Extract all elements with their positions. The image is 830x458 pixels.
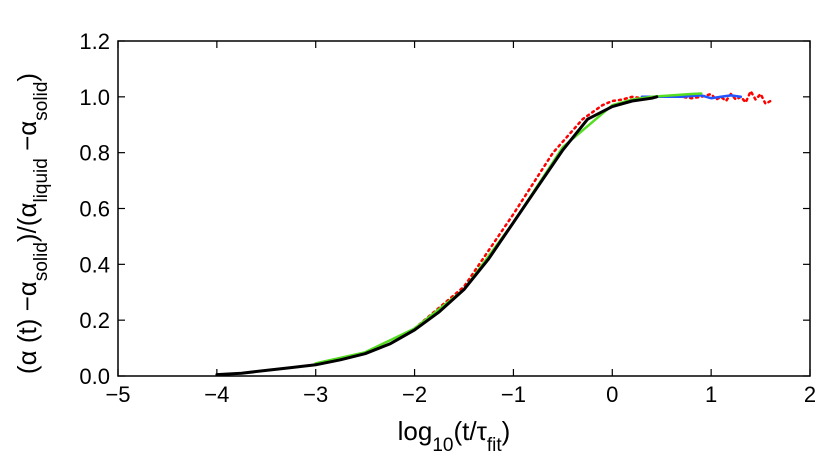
y-tick-label: 0.4	[79, 252, 110, 277]
x-tick-label: −4	[204, 382, 229, 407]
y-tick-label: 0.6	[79, 197, 110, 222]
x-tick-label: 0	[606, 382, 618, 407]
x-tick-label: −3	[303, 382, 328, 407]
x-tick-label: −1	[501, 382, 526, 407]
x-tick-label: −2	[402, 382, 427, 407]
y-tick-label: 1.2	[79, 29, 110, 54]
series-line-0	[413, 89, 772, 330]
x-tick-label: −5	[105, 382, 130, 407]
y-tick-label: 0.0	[79, 364, 110, 389]
x-tick-label: 1	[705, 382, 717, 407]
y-tick-label: 0.8	[79, 141, 110, 166]
y-tick-label: 1.0	[79, 85, 110, 110]
plot-frame	[117, 40, 811, 377]
y-tick-label: 0.2	[79, 308, 110, 333]
series-group	[215, 89, 772, 377]
series-line-3	[215, 95, 659, 377]
x-axis-title: log10(t/τfit)	[398, 416, 511, 456]
series-line-2	[314, 92, 703, 365]
x-tick-label: 2	[804, 382, 816, 407]
y-axis-title: (α (t) −αsolid)/(αliquid −αsolid)	[12, 73, 52, 374]
ticks-group: −5 −4 −3 −2 −1 0 1 2 0.0 0.2 0.4 0.6 0.8 1.0 1.2	[79, 29, 816, 407]
